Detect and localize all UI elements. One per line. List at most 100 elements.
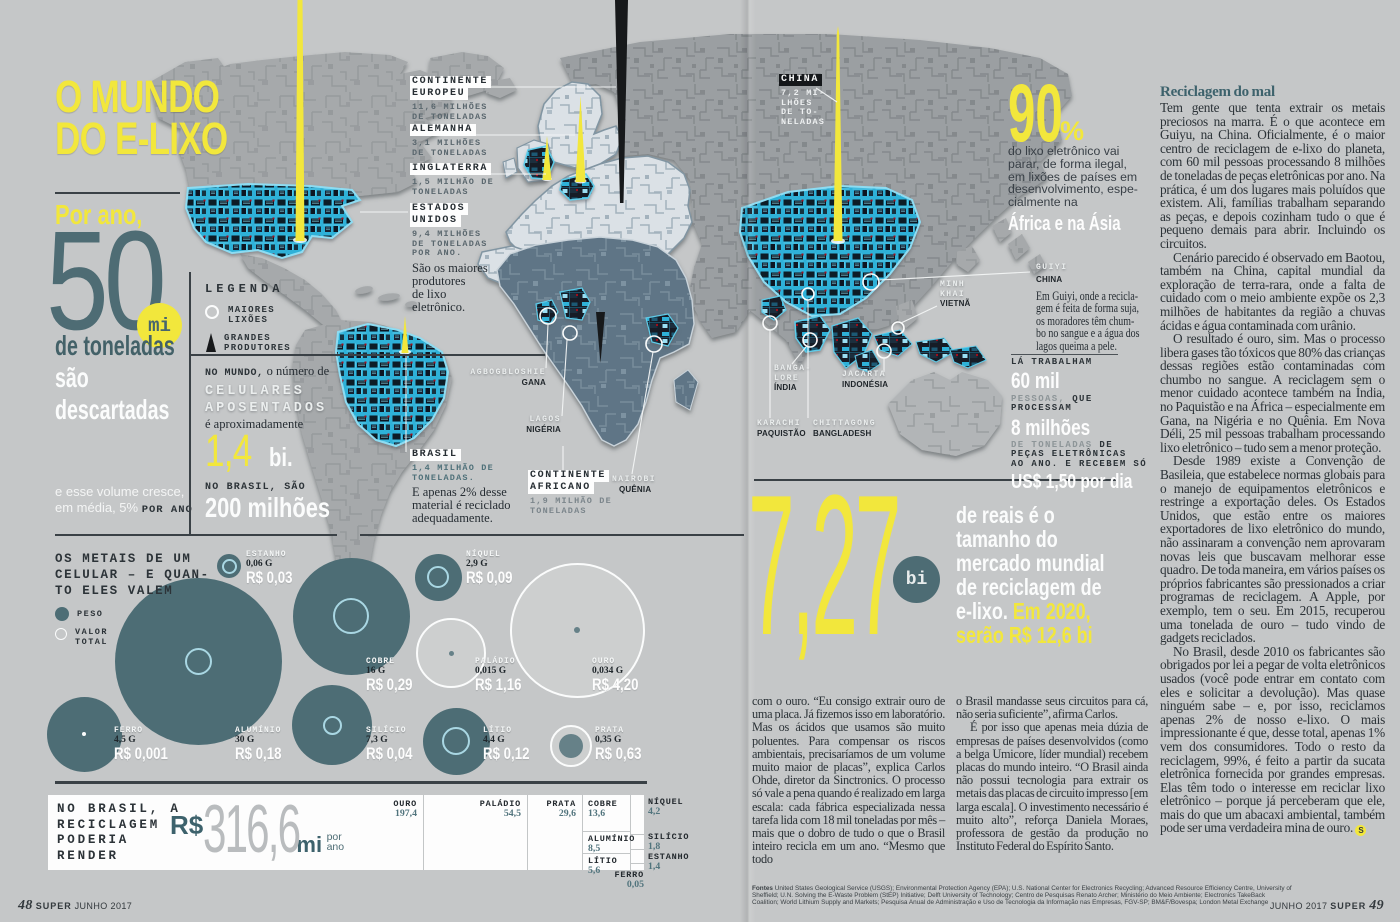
annual-unit-text: mi — [148, 314, 171, 337]
bubble-value-paládio — [416, 618, 486, 688]
chart-data-1-cells-5-value-text: 5,6 — [588, 865, 601, 876]
bubble-label-prata: PRATA 0,35 G R$ 0,63 — [595, 726, 655, 763]
chart-data-1-cells-0-name-text: OURO — [393, 799, 417, 809]
footer-right-brand-text: SUPER — [1330, 901, 1367, 911]
city-label-karachi: KARACHI PAQUISTÃO — [757, 419, 806, 439]
callouts-3-body-lines-0-text: São os maiores — [412, 260, 488, 275]
callout-brasil: BRASIL 1,4 MILHÃO DE TONELADAS. E apenas 2%… — [410, 449, 511, 525]
bubble-value-lítio — [442, 727, 470, 755]
market-white-lines-1-text: tamanho do — [956, 526, 1058, 552]
annual-line2-text: são — [55, 362, 89, 393]
footer-right-date-text: JUNHO 2017 — [1269, 901, 1331, 911]
workers-label2-gray-text: PESSOAS, — [1011, 393, 1066, 404]
chart-data-0-metals-0-price-label-text: R$ 0,03 — [246, 568, 293, 587]
chart-data-0-metals-6-name-text: PALÁDIO — [475, 657, 516, 666]
chart-data-0-metals-9-grams-label-text: 0,35 G — [595, 735, 622, 745]
board-kenya — [645, 313, 679, 347]
board-pakistan — [761, 295, 787, 321]
treemap-border — [630, 834, 644, 835]
land-arabia — [696, 282, 752, 338]
article-title: Reciclagem do mal — [1160, 84, 1275, 100]
annual-note2-text: em média, 5% — [55, 500, 142, 515]
cities-7-country-text: VIETNÃ — [940, 299, 971, 308]
annual-note2-bold-text: POR ANO — [141, 504, 193, 516]
bubble-label-alumínio: ALUMÍNIO 30 G R$ 0,18 — [235, 726, 295, 763]
market-white-lines-0-text: de reais é o — [956, 502, 1055, 528]
stat90-highlight-text: África e na Ásia — [1008, 213, 1121, 235]
land-ireland — [502, 157, 518, 179]
callout-alemanha: ALEMANHA 3,1 MILHÕES DE TONELADAS — [410, 124, 488, 158]
dump-legend-icon — [205, 305, 219, 319]
market-mixed-white-text: e-lixo. — [956, 598, 1013, 624]
cities-6-name-lines-0-text: JACARTA — [842, 370, 887, 379]
chart-data-1-cells-1-name-text: PALÁDIO — [479, 799, 521, 809]
divider-metals-left — [55, 534, 337, 536]
city-label-nairobi: NAIROBI QUÊNIA — [612, 475, 656, 495]
chart-data-1-cells-8-value-text: 1,4 — [648, 861, 661, 872]
guiyi-text: Em Guiyi, onde a recicla-gem é feita de … — [1036, 289, 1140, 353]
article-paragraphs-4-text: No Brasil, desde 2010 os fabricantes são… — [1160, 643, 1385, 836]
divider-metals-right — [360, 534, 744, 536]
brazil-per: por ano — [327, 832, 345, 853]
chart-data-0-metals-7-grams-label-text: 4,4 G — [483, 735, 505, 745]
market-yellow-line-text: serão R$ 12,6 bi — [956, 622, 1093, 648]
chart-data-1-cells-8-name-text: ESTANHO — [648, 852, 690, 862]
cities-4-name-lines-0-text: KARACHI — [757, 419, 802, 428]
cities-5-name-lines-0-text: CHITTAGONG — [813, 419, 877, 428]
guiyi-city-text: GUIYI — [1036, 263, 1068, 272]
board-united-states — [184, 182, 362, 260]
footer-right: JUNHO 2017 SUPER 49 — [1270, 898, 1384, 914]
chart-data-1-cells-4-value-text: 8,5 — [588, 843, 601, 854]
market-white-lines-3-text: de reciclagem de — [956, 574, 1102, 600]
guiyi-block: GUIYI CHINA Em Guiyi, onde a recicla-gem… — [1036, 263, 1186, 355]
legend-title-text: LEGENDA — [205, 282, 284, 296]
callout-china: CHINA 7,2 MI- LHÕES DE TO- NELADAS — [779, 74, 825, 127]
market-unit-text: bi — [905, 569, 928, 590]
workers-value2: 8 milhões — [1011, 416, 1156, 439]
treemap-label-níquel: NÍQUEL 4,2 — [648, 798, 683, 817]
marker-nairobi — [645, 335, 663, 353]
annual-line2: são — [55, 362, 103, 394]
callouts-0-title-lines-1-text: EUROPEU — [410, 88, 469, 100]
board-indonesia3 — [949, 345, 987, 369]
metals-header-title-lines-2-text: TO ELES VALEM — [55, 584, 174, 598]
city-label-minhkhai: MINH KHAI VIETNÃ — [940, 280, 971, 309]
stat90-lines-1-text: parar, de forma ilegal, — [1008, 156, 1127, 171]
callouts-6-stat-lines-1-text: LHÕES — [781, 97, 813, 108]
chart-data-0-metals-8-price-label-text: R$ 4,20 — [592, 675, 639, 694]
article-end-mark: S — [1355, 825, 1367, 837]
workers-label3-line3-text: AO ANO. E RECEBEM SÓ — [1011, 458, 1148, 469]
bubble-value-silício — [322, 715, 342, 735]
workers-label3-gray-text: DE TONELADAS — [1011, 439, 1100, 450]
metals-legend: PESO VALOR TOTAL — [55, 607, 108, 647]
legend-item2-line2-text: PRODUTORES — [224, 343, 292, 353]
footer-left-num-text: 48 — [18, 898, 33, 913]
metals-header-title-lines-0-text: OS METAIS DE UM — [55, 552, 192, 566]
bottom-columns-col2-p2-text: É por isso que apenas meia dúzia de empr… — [956, 720, 1148, 854]
chart-data-0-metals-3-grams-label-text: 4,5 G — [114, 735, 136, 745]
workers-label1-text: LÁ TRABALHAM — [1011, 357, 1093, 367]
callouts-1-stat-lines-0-text: 3,1 MILHÕES — [412, 138, 482, 148]
board-malaysia — [854, 349, 881, 373]
chart-data-1-cells-9-value-text: 0,05 — [626, 879, 644, 890]
bubble-value-alumínio — [184, 647, 212, 675]
cities-3-country-text: ÍNDIA — [774, 383, 797, 392]
phones-brazil-number: 200 milhões — [205, 494, 405, 522]
bottom-column-1: com o ouro. “Eu consigo extrair ouro de … — [752, 694, 945, 867]
treemap-label-prata: PRATA 29,6 — [466, 800, 576, 819]
bubble-label-estanho: ESTANHO 0,06 G R$ 0,03 — [246, 550, 306, 587]
chart-data-0-metals-2-price-label-text: R$ 0,18 — [235, 744, 282, 763]
callouts-0-stat-lines-0-text: 11,6 MILHÕES — [412, 102, 488, 112]
callouts-3-stat-lines-0-text: 9,4 MILHÕES — [412, 229, 482, 239]
brazil-box-label-lines-0-text: NO BRASIL, A — [57, 802, 181, 816]
article-paragraph-3: O resultado é ouro, sim. Mas o processo … — [1160, 332, 1385, 454]
cities-3-name-lines-1-text: LORE — [774, 373, 800, 383]
chart-data-0-metals-6-price-label-text: R$ 1,16 — [475, 675, 522, 694]
chart-data-1-cells-6-value-text: 4,2 — [648, 806, 661, 817]
treemap-label-ouro: OURO 197,4 — [307, 800, 417, 819]
treemap-border — [582, 831, 630, 832]
chart-data-1-cells-7-value-text: 1,8 — [648, 841, 661, 852]
sources: Fontes United States Geological Service … — [752, 885, 1292, 907]
treemap-border — [582, 795, 583, 870]
